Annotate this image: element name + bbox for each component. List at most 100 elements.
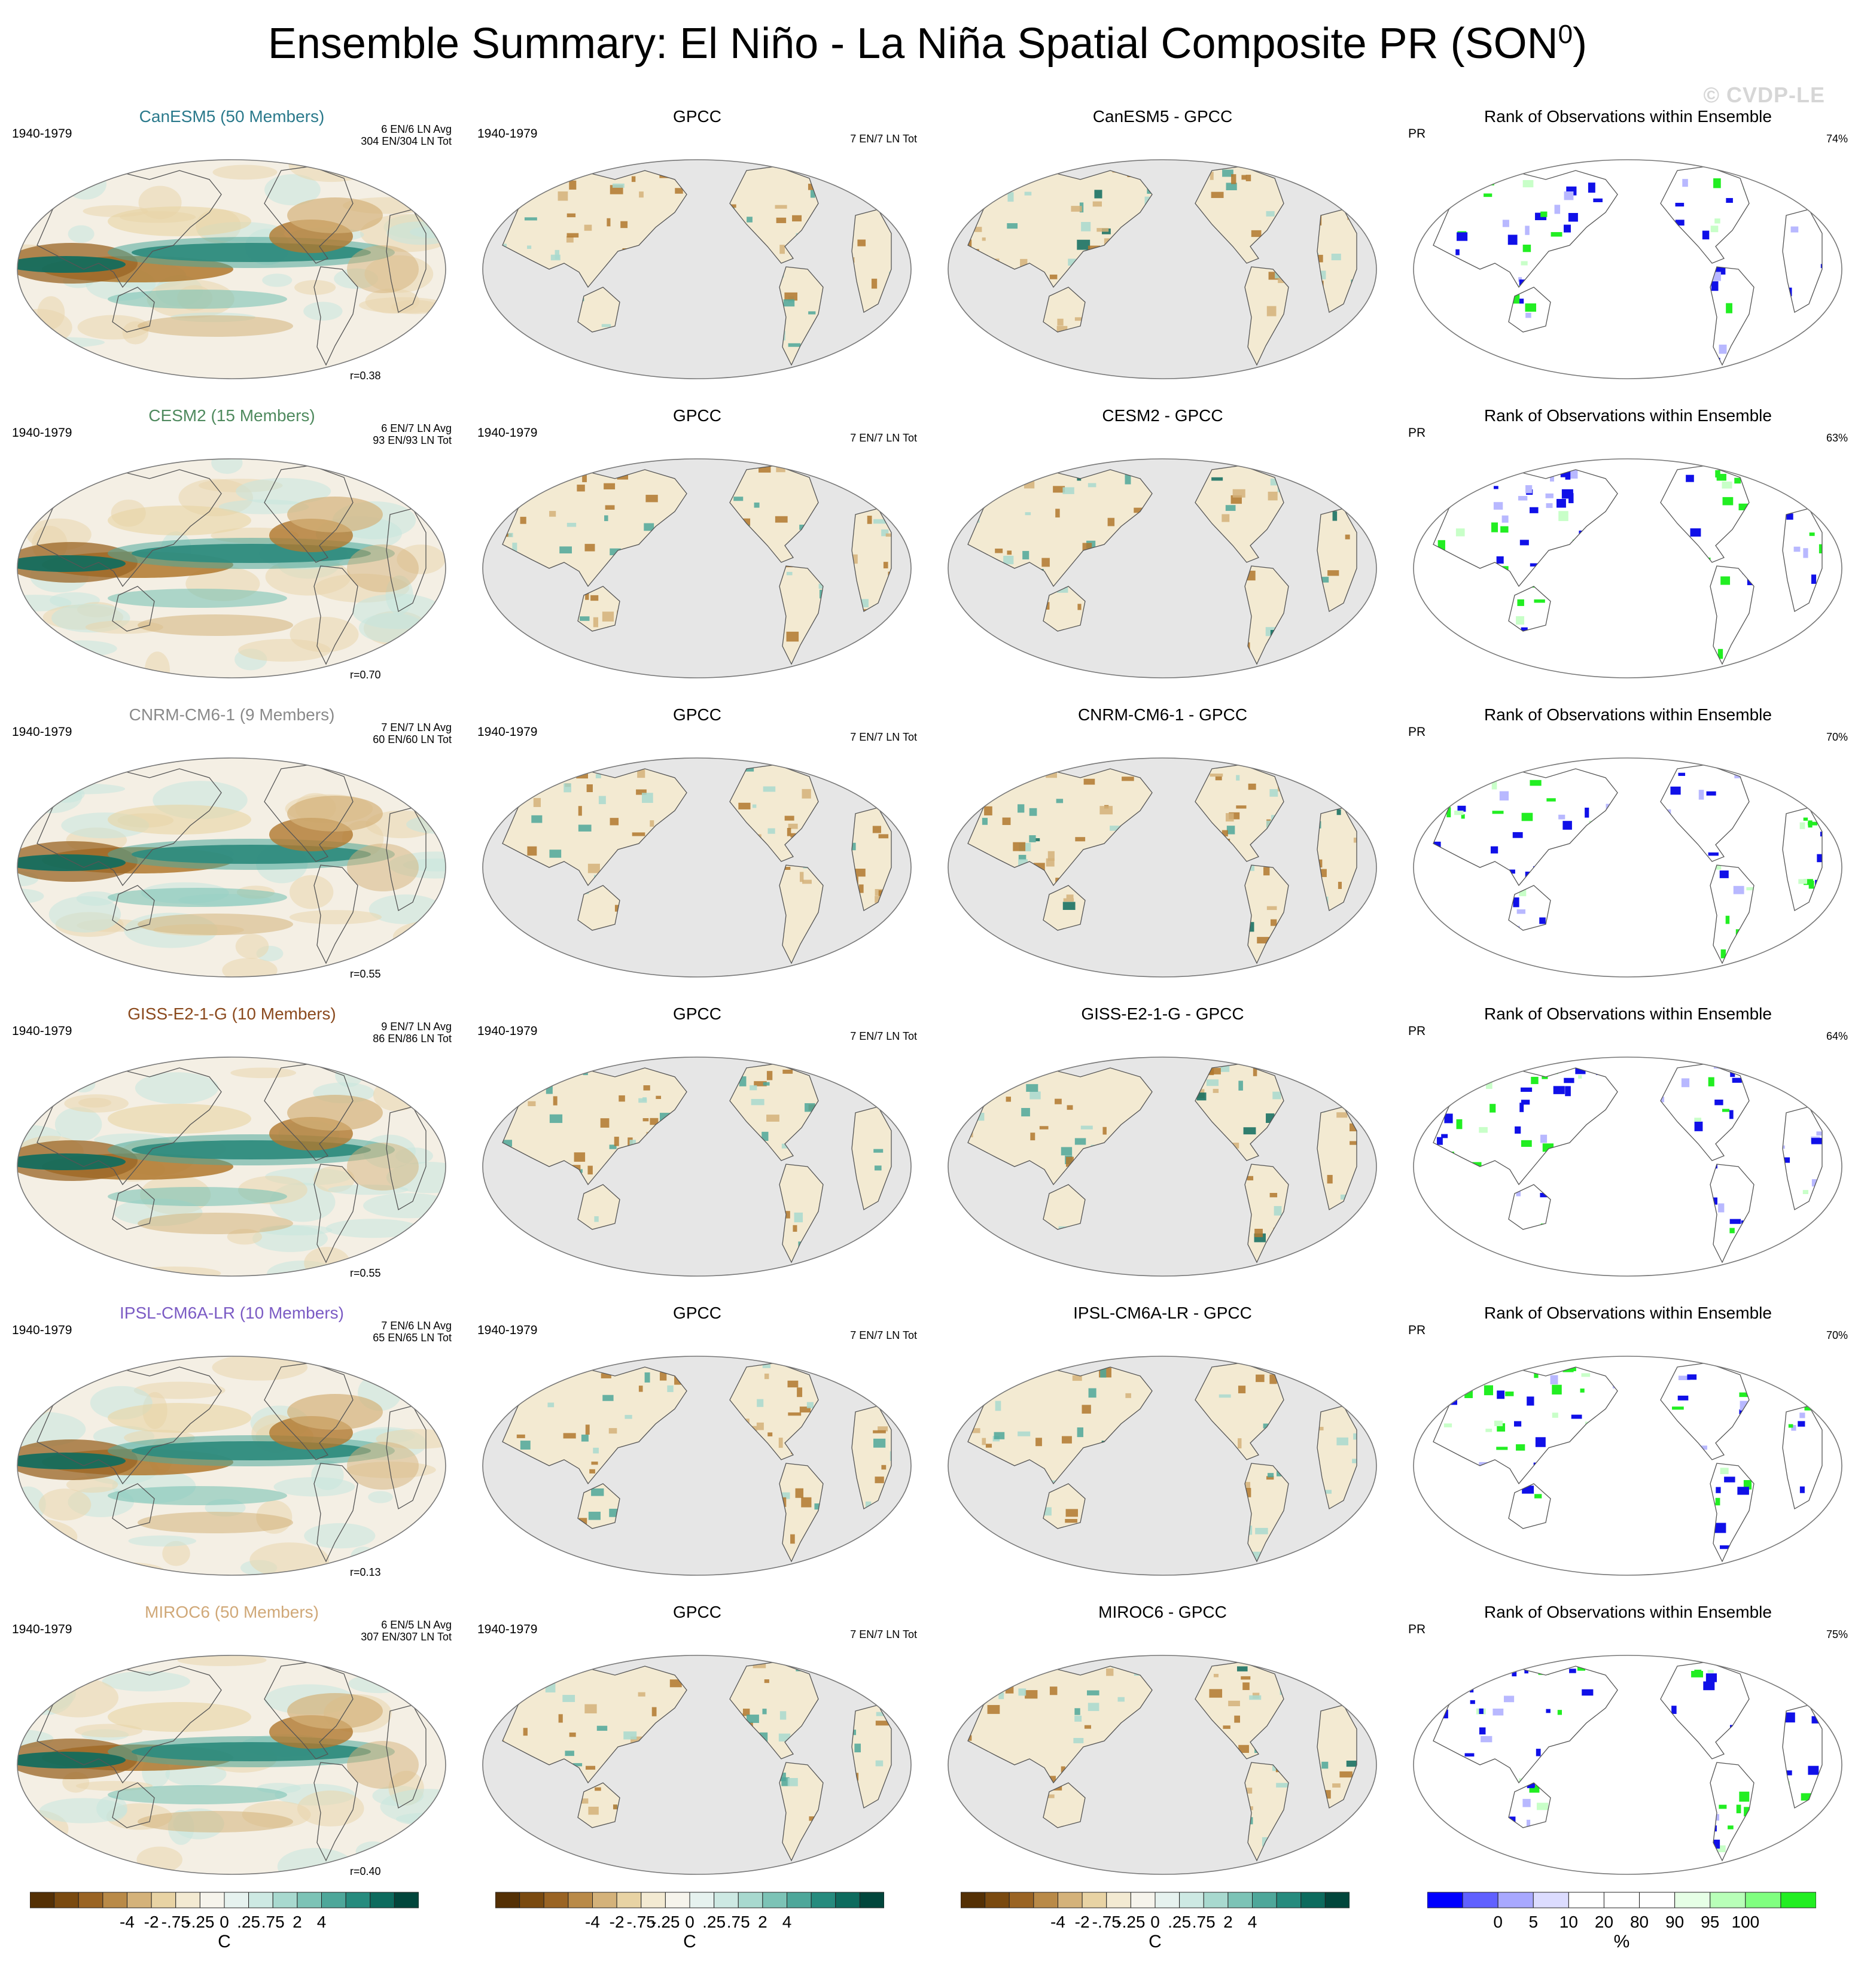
difference-title: CanESM5 - GPCC [1092,107,1233,126]
colorbar-tick-label: -2 [609,1913,625,1931]
model-title: CNRM-CM6-1 (9 Members) [129,705,335,724]
colorbar-unit: % [1613,1932,1630,1952]
colorbar-swatch [1179,1892,1204,1908]
rank-title: Rank of Observations within Ensemble [1484,1603,1772,1621]
globe-map [17,1655,446,1875]
obs-title: GPCC [673,1004,721,1023]
colorbar-swatch [54,1892,79,1908]
colorbar-tick-label: 0 [685,1913,695,1931]
colorbar-swatch [321,1892,346,1908]
composite-colorbar: -4 -2 -.75 -.25 0.25.75 2 4 C [30,1892,419,1957]
globe-map [482,1356,912,1576]
colorbar-tick-label: -.75 [1092,1913,1121,1931]
colorbar-tick-label: -.25 [1116,1913,1146,1931]
colorbar-swatch [1252,1892,1277,1908]
difference-title: CESM2 - GPCC [1102,406,1223,425]
colorbar-swatch [495,1892,520,1908]
rank-variable: PR [1408,1323,1426,1337]
total-counts: 86 EN/86 LN Tot [373,1033,452,1045]
member-counts: 6 EN/5 LN Avg 307 EN/307 LN Tot [361,1619,452,1643]
colorbar-swatch [1710,1892,1746,1908]
colorbar-tick-label: .25 [702,1913,726,1931]
pattern-correlation: r=0.38 [350,370,381,382]
colorbar-swatch [151,1892,176,1908]
total-counts: 304 EN/304 LN Tot [361,135,452,147]
period-label: 1940-1979 [12,725,72,739]
colorbar-tick-label: -2 [1074,1913,1090,1931]
obs-title: GPCC [673,705,721,724]
colorbar-tick-label: 0 [1150,1913,1160,1931]
colorbar-swatch [272,1892,298,1908]
colorbar-tick-label: 2 [1223,1913,1233,1931]
pattern-correlation: r=0.13 [350,1566,381,1578]
period-label: 1940-1979 [477,1622,538,1636]
colorbar-swatch [1568,1892,1604,1908]
model-title: CanESM5 (50 Members) [139,107,325,126]
globe-map [17,1356,446,1576]
colorbar-swatch [102,1892,127,1908]
model-title: CESM2 (15 Members) [148,406,315,425]
colorbar-tick-label: 0 [220,1913,229,1931]
rank-panel: Rank of Observations within Ensemble PR 63… [1396,389,1855,688]
obs-composite-panel: GPCC 1940-1979 7 EN/7 LN Tot [465,90,929,389]
colorbar-swatches [30,1892,419,1908]
obs-composite-panel: GPCC 1940-1979 7 EN/7 LN Tot [465,1286,929,1585]
colorbar-tick-label: 4 [316,1913,327,1931]
colorbar-tick-label: 95 [1701,1913,1720,1931]
colorbar-swatches [961,1892,1350,1908]
rank-panel: Rank of Observations within Ensemble PR 75… [1396,1585,1855,1885]
colorbar-tick-label: -4 [1050,1913,1065,1931]
rank-variable: PR [1408,1622,1426,1636]
difference-panel: GISS-E2-1-G - GPCC [931,987,1394,1286]
globe-map [948,1057,1377,1277]
composite-colorbar: -4 -2 -.75 -.25 0.25.75 2 4 C [495,1892,884,1957]
rank-title: Rank of Observations within Ensemble [1484,705,1772,724]
colorbar-tick-label: -2 [144,1913,159,1931]
colorbar-swatch [1639,1892,1676,1908]
colorbar-swatch [1058,1892,1083,1908]
colorbar-swatch [1427,1892,1463,1908]
globe-map [482,757,912,978]
period-label: 1940-1979 [12,1323,72,1337]
period-label: 1940-1979 [12,1622,72,1636]
total-counts: 307 EN/307 LN Tot [361,1631,452,1643]
obs-composite-panel: GPCC 1940-1979 7 EN/7 LN Tot [465,987,929,1286]
period-label: 1940-1979 [477,127,538,141]
member-counts: 6 EN/6 LN Avg 304 EN/304 LN Tot [361,123,452,147]
rank-title: Rank of Observations within Ensemble [1484,406,1772,425]
rank-percent: 63% [1826,432,1848,444]
colorbar-tick-label: .75 [726,1913,750,1931]
colorbar-swatch [738,1892,763,1908]
colorbar-swatch [224,1892,249,1908]
total-counts: 60 EN/60 LN Tot [373,733,452,745]
period-label: 1940-1979 [12,1024,72,1038]
colorbar-tick-label: 0 [1493,1913,1503,1931]
obs-counts: 7 EN/7 LN Tot [850,133,917,145]
obs-counts: 7 EN/7 LN Tot [850,1030,917,1042]
globe-map [1413,159,1842,379]
rank-percent: 70% [1826,731,1848,743]
obs-title: GPCC [673,406,721,425]
difference-panel: MIROC6 - GPCC [931,1585,1394,1885]
colorbar-swatch [1082,1892,1107,1908]
difference-panel: CanESM5 - GPCC [931,90,1394,389]
difference-panel: CNRM-CM6-1 - GPCC [931,688,1394,987]
pattern-correlation: r=0.55 [350,968,381,980]
rank-variable: PR [1408,127,1426,141]
colorbar-swatch [1745,1892,1781,1908]
colorbar-swatch [961,1892,986,1908]
pattern-correlation: r=0.55 [350,1267,381,1279]
colorbar-tick-label: .75 [1192,1913,1216,1931]
rank-panel: Rank of Observations within Ensemble PR 64… [1396,987,1855,1286]
colorbar-tick-label: -4 [585,1913,600,1931]
globe-map [1413,1356,1842,1576]
pattern-correlation: r=0.70 [350,669,381,681]
colorbar-swatch [1276,1892,1302,1908]
colorbar-swatches [495,1892,884,1908]
globe-map [17,458,446,678]
rank-percent: 64% [1826,1030,1848,1042]
globe-map [482,1057,912,1277]
composite-colorbar: -4 -2 -.75 -.25 0.25.75 2 4 C [961,1892,1350,1957]
colorbar-swatch [592,1892,617,1908]
